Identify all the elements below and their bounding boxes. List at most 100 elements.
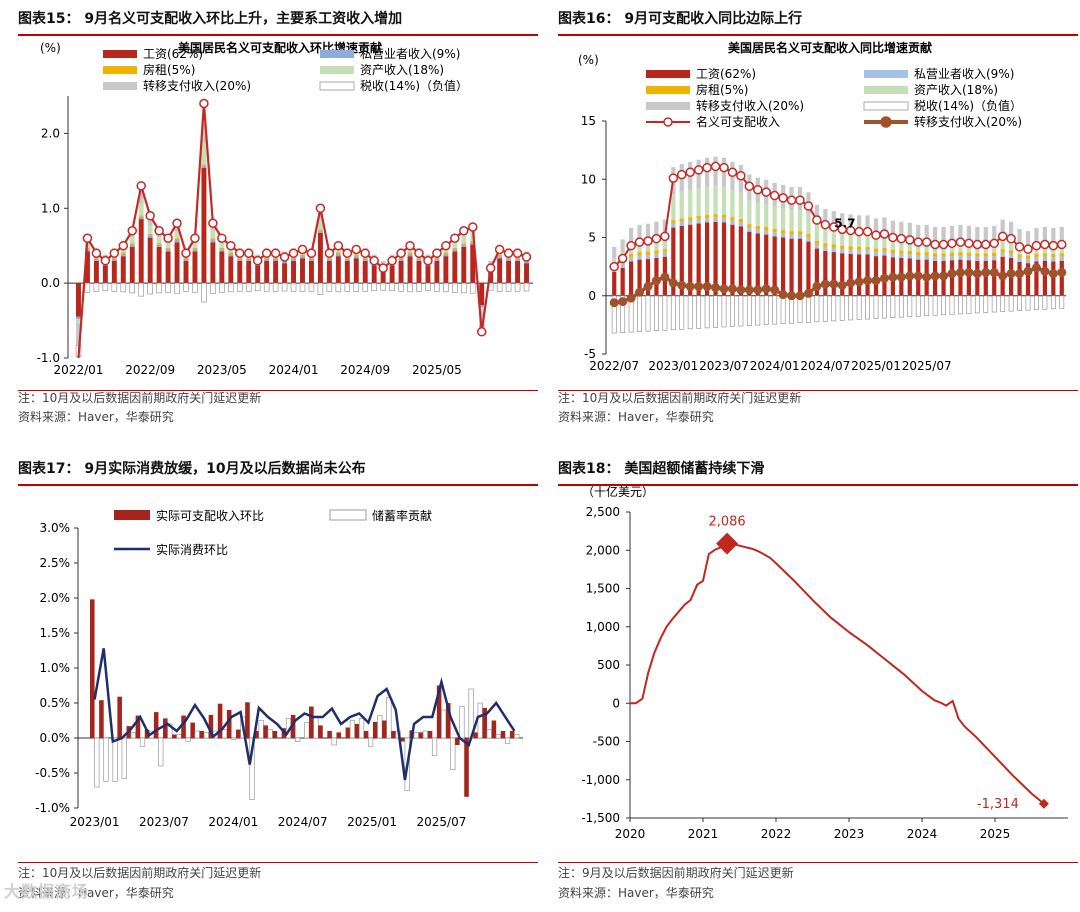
y-tick-label: 1.0% — [40, 661, 71, 675]
stack-segment — [806, 241, 811, 296]
stack-segment — [1009, 237, 1014, 251]
income-bar — [226, 710, 232, 738]
income-bar — [318, 725, 323, 738]
nominal-income-point — [685, 167, 695, 178]
tax-bar — [380, 282, 386, 291]
stack-segment — [873, 235, 879, 249]
stack-segment — [1017, 228, 1022, 244]
total-income-point — [306, 248, 317, 258]
legend-label: 房租(5%) — [143, 62, 195, 77]
stack-segment — [975, 260, 980, 296]
nominal-income-point — [693, 165, 704, 175]
annotation-5-7: 5.7 — [834, 216, 855, 230]
stack-segment — [831, 247, 836, 253]
saving-bar — [176, 734, 182, 739]
tax-bar — [679, 295, 685, 330]
stack-segment — [848, 214, 853, 232]
stack-segment — [192, 249, 198, 252]
stack-segment — [907, 254, 912, 259]
title-divider — [18, 484, 538, 486]
total-income-point — [145, 211, 155, 221]
saving-bar — [103, 737, 109, 782]
stack-segment — [755, 225, 760, 230]
stack-segment — [671, 220, 676, 224]
tax-bar — [890, 295, 896, 318]
stack-segment — [300, 254, 305, 257]
stack-segment — [679, 225, 684, 296]
total-income-point — [405, 240, 415, 251]
tax-bar — [991, 295, 997, 313]
stack-segment — [515, 258, 521, 261]
stack-segment — [506, 260, 512, 284]
income-bar — [491, 720, 497, 738]
stack-segment — [882, 251, 887, 256]
saving-bar — [222, 729, 228, 739]
stack-segment — [1042, 253, 1047, 257]
stack-segment — [789, 231, 794, 235]
saving-bar — [504, 737, 511, 744]
tax-bar — [129, 282, 136, 294]
stack-segment — [612, 246, 617, 258]
stack-segment — [1009, 250, 1014, 254]
stack-segment — [398, 260, 404, 284]
saving-bar — [249, 737, 255, 800]
tax-bar — [670, 295, 676, 331]
total-income-point — [208, 218, 218, 229]
stack-segment — [452, 249, 458, 252]
stack-segment — [1059, 226, 1064, 242]
tax-bar — [974, 295, 980, 314]
legend-swatch — [114, 510, 150, 520]
panel-chart-18: 图表18： 美国超额储蓄持续下滑 （十亿美元） -1,500 -1,000 -500 0… — [558, 456, 1078, 906]
total-income-point — [423, 255, 433, 266]
stack-segment — [317, 220, 323, 230]
transfer-point — [930, 271, 940, 281]
stack-segment — [398, 258, 404, 261]
stack-segment — [645, 223, 651, 240]
tax-bar — [966, 295, 972, 314]
stack-segment — [958, 259, 963, 296]
stack-segment — [273, 258, 279, 261]
tax-bar — [263, 282, 270, 292]
tax-bar — [335, 282, 342, 293]
total-income-point — [226, 240, 236, 251]
stack-segment — [814, 224, 819, 241]
income-bar — [464, 738, 469, 797]
tax-bar — [949, 295, 955, 315]
y-tick-label: 0.0 — [41, 276, 60, 290]
legend-label: 资产收入(18%) — [360, 63, 444, 77]
stack-segment — [1042, 260, 1047, 296]
stack-segment — [637, 255, 642, 260]
stack-segment — [840, 231, 845, 246]
total-income-point — [494, 244, 505, 255]
stack-segment — [434, 260, 440, 284]
stack-segment — [992, 260, 997, 296]
income-bar — [99, 700, 104, 738]
tax-bar — [654, 295, 659, 332]
stack-segment — [93, 258, 99, 261]
stack-segment — [688, 224, 693, 296]
transfer-point — [761, 284, 771, 294]
stack-segment — [76, 322, 81, 346]
stack-segment — [228, 253, 234, 257]
transfer-point — [618, 297, 628, 307]
stack-segment — [747, 227, 752, 232]
nominal-income-point — [736, 171, 746, 181]
transfer-point — [753, 285, 763, 295]
stack-segment — [1025, 263, 1031, 296]
stack-segment — [916, 224, 921, 241]
transfer-point — [829, 279, 839, 289]
stack-segment — [425, 265, 431, 284]
stack-segment — [890, 220, 895, 237]
stack-segment — [246, 258, 252, 261]
tax-bar — [822, 295, 828, 322]
total-income-point — [297, 244, 308, 255]
total-income-point — [521, 252, 532, 262]
saving-bar — [386, 697, 392, 739]
income-bar — [427, 731, 433, 738]
stack-segment — [344, 258, 350, 261]
stack-segment — [76, 319, 81, 323]
tax-bar — [1034, 295, 1039, 311]
stack-segment — [654, 221, 659, 238]
stack-segment — [823, 243, 828, 247]
stack-segment — [696, 188, 701, 216]
